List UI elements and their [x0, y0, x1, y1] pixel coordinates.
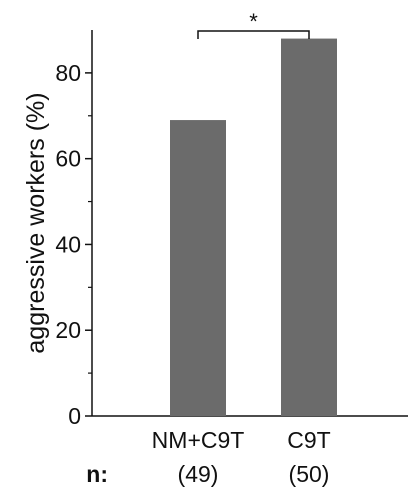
category-label-c9t: C9T: [287, 427, 330, 453]
sample-size-c9t: (50): [289, 461, 330, 487]
sample-size-nm-c9t: (49): [178, 461, 219, 487]
significance-bracket-line: [197, 30, 310, 39]
y-tick-label-60: 60: [55, 146, 81, 172]
y-tick-label-40: 40: [55, 231, 81, 257]
y-axis-label: aggressive workers (%): [22, 92, 50, 353]
bar-c9t: [281, 38, 337, 416]
y-tick-label-0: 0: [68, 403, 81, 429]
sample-size-prefix: n:: [86, 461, 108, 487]
y-tick-label-20: 20: [55, 317, 81, 343]
axes: [91, 30, 408, 417]
bar-nm-c9t: [170, 120, 226, 417]
significance-asterisk: *: [249, 9, 258, 34]
category-labels: NM+C9T (49) C9T (50): [152, 427, 331, 487]
y-tick-label-80: 80: [55, 60, 81, 86]
y-ticks: 0 20 40 60 80: [55, 60, 92, 429]
category-label-nm-c9t: NM+C9T: [152, 427, 245, 453]
significance-bracket: *: [197, 9, 310, 39]
bars: [170, 38, 337, 417]
